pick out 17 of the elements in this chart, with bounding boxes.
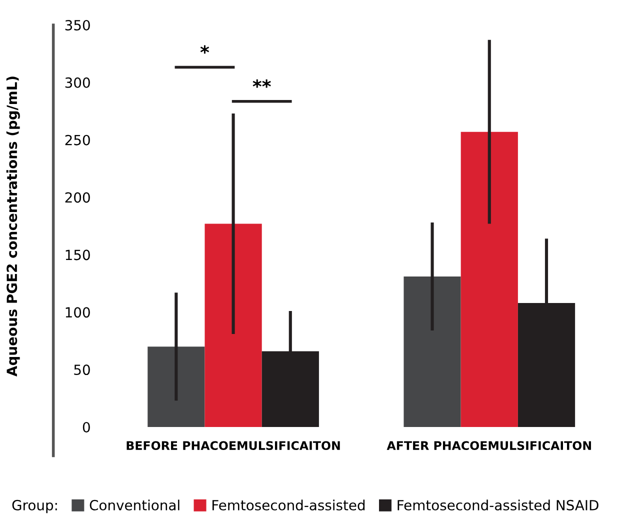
x-tick-label: BEFORE PHACOEMULSIFICAITON	[126, 441, 340, 450]
y-tick-label: 300	[65, 77, 90, 88]
legend-title: Group:	[12, 500, 57, 514]
annotation: **	[252, 79, 271, 88]
legend-label: Femtosecond-assisted	[212, 500, 365, 510]
y-tick-label: 150	[66, 250, 90, 260]
annotation: *	[200, 45, 210, 54]
legend-label: Femtosecond-assisted NSAID	[398, 500, 598, 510]
x-tick-label: AFTER PHACOEMULSIFICAITON	[386, 441, 591, 450]
y-tick-label: 200	[65, 192, 90, 203]
y-tick-label: 100	[66, 307, 90, 318]
y-tick-label: 250	[65, 134, 90, 146]
y-axis-title: Aqueous PGE2 concentrations (pg/mL)	[6, 76, 20, 376]
legend-label: Conventional	[90, 500, 180, 510]
y-tick-label: 50	[74, 364, 90, 376]
y-tick-label: 0	[82, 422, 90, 432]
y-tick-label: 350	[65, 20, 90, 30]
